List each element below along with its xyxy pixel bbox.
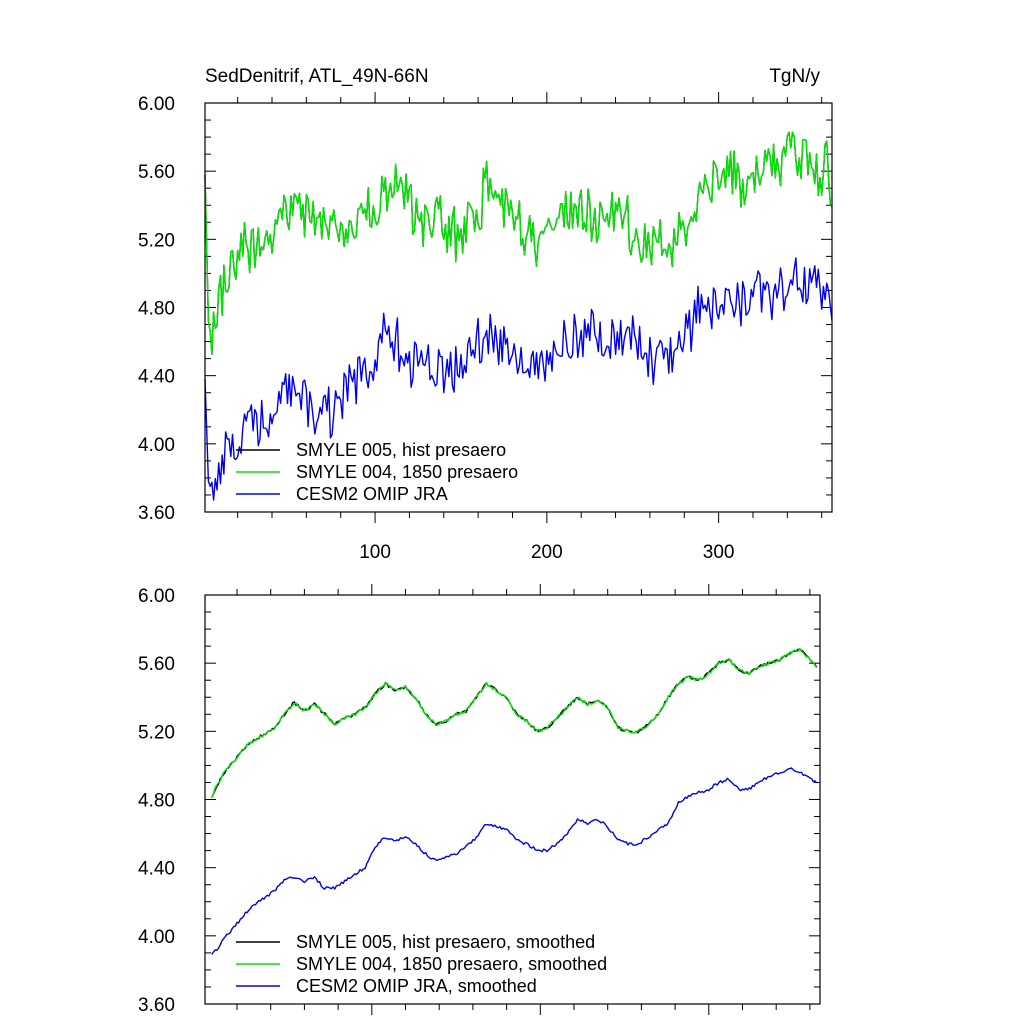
y-tick-labels: 6.00 5.60 5.20 4.80 4.40 4.00 3.60 [138,586,175,1016]
tick-marks [205,92,832,523]
y-tick-label: 4.80 [138,299,175,320]
legend-label: SMYLE 004, 1850 presaero [296,462,518,482]
y-tick-label: 4.00 [138,927,175,948]
legend-label: CESM2 OMIP JRA, smoothed [296,976,537,996]
legend-label: SMYLE 005, hist presaero, smoothed [296,932,595,952]
series-line [204,257,833,501]
y-tick-label: 3.60 [138,995,175,1016]
legend-label: SMYLE 005, hist presaero [296,440,506,460]
y-tick-label: 3.60 [138,503,175,524]
y-tick-label: 5.20 [138,230,175,251]
y-tick-label: 4.00 [138,435,175,456]
y-tick-label: 5.60 [138,654,175,675]
series-lines [211,647,818,955]
series-line [211,648,818,798]
legend-label: CESM2 OMIP JRA [296,484,448,504]
x-tick-label: 300 [703,542,735,563]
series-line [211,647,817,798]
series-line [204,131,833,355]
y-tick-label: 5.20 [138,722,175,743]
chart-title: SedDenitrif, ATL_49N-66N [205,66,429,87]
y-tick-label: 5.60 [138,162,175,183]
y-tick-label: 4.80 [138,791,175,812]
legend: SMYLE 005, hist presaero, smoothedSMYLE … [236,932,607,996]
top-panel: SedDenitrif, ATL_49N-66N TgN/y 6.00 5.60 5… [138,66,833,563]
legend-label: SMYLE 004, 1850 presaero, smoothed [296,954,607,974]
y-tick-label: 6.00 [138,586,175,607]
plot-frame [204,102,833,513]
y-tick-label: 4.40 [138,367,175,388]
y-tick-label: 6.00 [138,94,175,115]
x-tick-labels: 100 200 300 [359,542,734,563]
bottom-panel: 6.00 5.60 5.20 4.80 4.40 4.00 3.60 SMYLE 005, … [138,584,821,1016]
y-tick-labels: 6.00 5.60 5.20 4.80 4.40 4.00 3.60 [138,94,175,524]
series-lines [204,131,833,501]
x-tick-label: 200 [531,542,563,563]
series-line [211,767,818,955]
y-tick-label: 4.40 [138,859,175,880]
plot-frame [204,594,821,1005]
x-tick-label: 100 [359,542,391,563]
units-label: TgN/y [769,66,820,87]
